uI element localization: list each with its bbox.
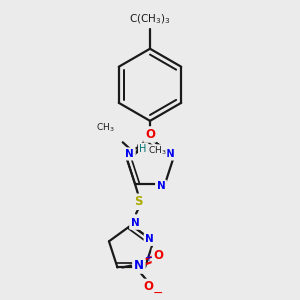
Text: N: N — [166, 149, 175, 159]
Text: S: S — [134, 195, 142, 208]
Text: C(CH$_3$)$_3$: C(CH$_3$)$_3$ — [129, 13, 171, 26]
Text: N: N — [134, 259, 144, 272]
Text: C(CH$_3$)$_3$: C(CH$_3$)$_3$ — [129, 13, 171, 26]
Text: O: O — [153, 249, 164, 262]
Text: N: N — [125, 149, 134, 159]
Text: N: N — [157, 181, 165, 191]
Text: N: N — [131, 218, 140, 228]
Text: O: O — [145, 128, 155, 141]
Text: CH$_3$: CH$_3$ — [148, 145, 167, 157]
Text: +: + — [144, 253, 152, 263]
Text: N: N — [145, 234, 154, 244]
Text: CH$_3$: CH$_3$ — [96, 121, 115, 134]
Text: H: H — [140, 144, 147, 154]
Text: O: O — [144, 280, 154, 293]
Text: −: − — [153, 287, 164, 300]
